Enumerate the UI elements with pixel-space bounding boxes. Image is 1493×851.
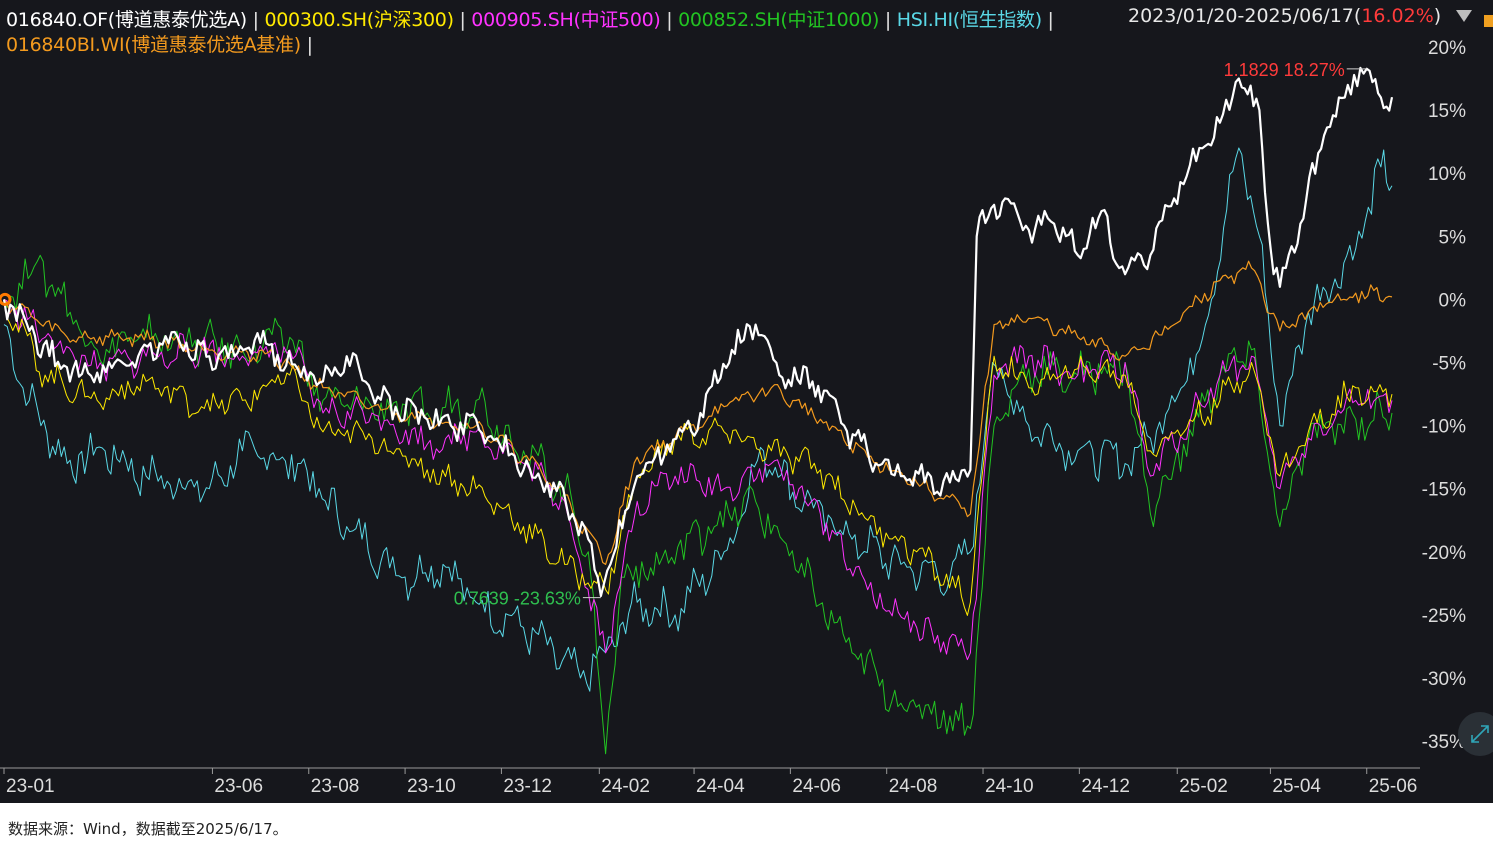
zoom-button[interactable] bbox=[1458, 712, 1493, 756]
min-annotation-label: 0.7639 -23.63% bbox=[454, 589, 581, 609]
chart-panel bbox=[0, 0, 1493, 803]
legend-separator: | bbox=[1041, 9, 1054, 31]
y-tick-label: -25% bbox=[1422, 606, 1466, 627]
x-tick-label: 24-12 bbox=[1081, 776, 1130, 797]
legend-separator: | bbox=[879, 9, 897, 31]
period-return-value: 16.02% bbox=[1361, 5, 1434, 27]
period-dropdown-button[interactable] bbox=[1452, 5, 1476, 27]
chevron-down-icon bbox=[1456, 10, 1472, 22]
y-tick-label: -10% bbox=[1422, 417, 1466, 438]
legend-item[interactable]: 000300.SH(沪深300) bbox=[264, 9, 454, 31]
y-tick-label: -15% bbox=[1422, 480, 1466, 501]
x-tick-label: 24-10 bbox=[985, 776, 1034, 797]
data-source-note: 数据来源：Wind，数据截至2025/6/17。 bbox=[8, 820, 288, 838]
legend-item[interactable]: 016840BI.WI(博道惠泰优选A基准) bbox=[6, 34, 301, 56]
series-line-hsi bbox=[3, 147, 1393, 692]
x-tick-label: 24-08 bbox=[889, 776, 938, 797]
legend-item[interactable]: HSI.HI(恒生指数) bbox=[896, 9, 1042, 31]
series-line-benchmark bbox=[3, 260, 1393, 566]
y-tick-label: -35% bbox=[1422, 732, 1466, 753]
legend-separator: | bbox=[660, 9, 679, 31]
legend-separator: | bbox=[300, 34, 313, 56]
legend-item[interactable]: 000905.SH(中证500) bbox=[471, 9, 661, 31]
legend-separator: | bbox=[453, 9, 472, 31]
legend-separator: | bbox=[246, 9, 265, 31]
y-tick-label: -20% bbox=[1422, 543, 1466, 564]
y-tick-label: -30% bbox=[1422, 669, 1466, 690]
legend-item[interactable]: 016840.OF(博道惠泰优选A) bbox=[6, 9, 247, 31]
y-tick-label: 15% bbox=[1428, 101, 1466, 122]
x-tick-label: 23-10 bbox=[407, 776, 456, 797]
chart-plot-area: 20% 15% 10% 5% 0% -5% -10% -15% -20% -25% -30% -35%… bbox=[0, 38, 1467, 797]
y-tick-label: 0% bbox=[1439, 290, 1467, 311]
x-tick-label: 23-12 bbox=[503, 776, 552, 797]
series-line-csi300 bbox=[3, 299, 1393, 616]
legend-row-1: 016840.OF(博道惠泰优选A) | 000300.SH(沪深300) | … bbox=[6, 5, 1054, 32]
date-range-text: 2023/01/20-2025/06/17 bbox=[1128, 5, 1354, 27]
series-line-csi1000 bbox=[3, 254, 1393, 755]
x-tick-label: 24-06 bbox=[792, 776, 841, 797]
x-tick-label: 24-02 bbox=[601, 776, 650, 797]
legend-item[interactable]: 000852.SH(中证1000) bbox=[678, 9, 880, 31]
legend-row-2: 016840BI.WI(博道惠泰优选A基准) | bbox=[6, 30, 313, 57]
y-tick-label: 10% bbox=[1428, 164, 1466, 185]
x-tick-label: 25-04 bbox=[1272, 776, 1321, 797]
x-tick-label: 23-06 bbox=[214, 776, 263, 797]
x-tick-label: 23-01 bbox=[6, 776, 55, 797]
expand-icon bbox=[1471, 725, 1489, 743]
y-tick-label: 20% bbox=[1428, 38, 1466, 59]
x-tick-label: 25-06 bbox=[1369, 776, 1418, 797]
x-tick-label: 25-02 bbox=[1179, 776, 1228, 797]
x-tick-label: 23-08 bbox=[311, 776, 360, 797]
series-line-fund bbox=[2, 66, 1394, 598]
date-range-selector[interactable]: 2023/01/20-2025/06/17(16.02%) bbox=[1128, 5, 1441, 27]
series-marker-icon bbox=[1484, 15, 1493, 27]
max-annotation-label: 1.1829 18.27% bbox=[1224, 60, 1345, 80]
return-close-paren: ) bbox=[1433, 5, 1442, 27]
start-point-marker bbox=[0, 292, 12, 306]
y-tick-label: -5% bbox=[1432, 354, 1466, 375]
x-tick-label: 24-04 bbox=[696, 776, 745, 797]
return-open-paren: ( bbox=[1353, 5, 1362, 27]
y-tick-label: 5% bbox=[1439, 227, 1467, 248]
